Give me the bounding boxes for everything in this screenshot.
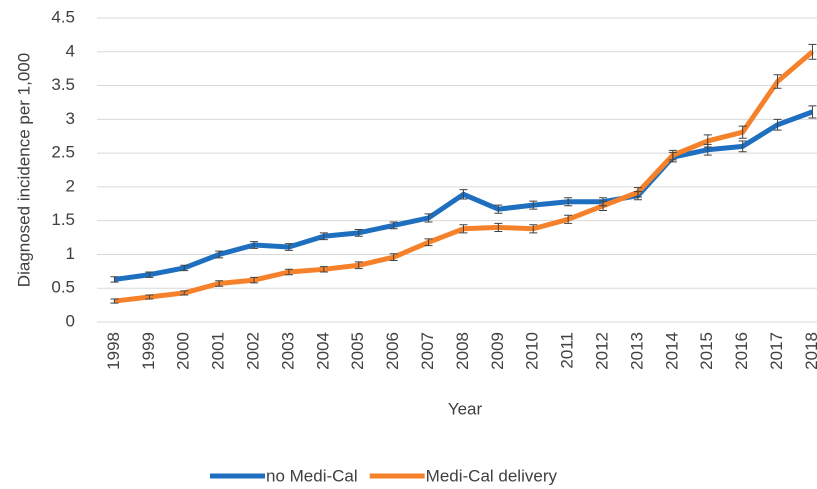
- error-bar: [633, 187, 642, 198]
- error-bar: [494, 204, 503, 214]
- error-bar: [738, 125, 747, 139]
- legend-label: no Medi-Cal: [266, 466, 358, 485]
- error-bar: [564, 214, 573, 224]
- error-bar: [564, 197, 573, 207]
- error-bar: [145, 294, 154, 300]
- y-tick-label: 1: [66, 244, 75, 263]
- error-bar: [703, 134, 712, 148]
- x-axis-label: Year: [448, 399, 483, 418]
- x-tick-label: 1999: [139, 332, 158, 370]
- x-tick-label: 2014: [662, 332, 681, 370]
- x-tick-label: 2003: [278, 332, 297, 370]
- y-tick-label: 3.5: [51, 75, 75, 94]
- error-bar: [319, 232, 328, 241]
- x-tick-label: 2004: [313, 332, 332, 370]
- error-bar: [529, 200, 538, 210]
- error-bar: [459, 224, 468, 234]
- x-tick-label: 2016: [732, 332, 751, 370]
- error-bar: [215, 250, 224, 259]
- error-bar: [110, 276, 119, 283]
- error-bar: [808, 105, 817, 119]
- x-tick-label: 2017: [767, 332, 786, 370]
- error-bar: [459, 189, 468, 200]
- error-bar: [180, 264, 189, 272]
- x-tick-label: 2005: [348, 332, 367, 370]
- error-bar: [180, 290, 189, 296]
- y-tick-label: 2: [66, 176, 75, 195]
- error-bar: [354, 261, 363, 270]
- x-tick-label: 2011: [558, 332, 577, 369]
- y-tick-label: 4.5: [51, 7, 75, 26]
- x-tick-label: 2009: [488, 332, 507, 370]
- x-tick-label: 2008: [453, 332, 472, 370]
- y-tick-label: 4: [66, 41, 75, 60]
- y-tick-label: 3: [66, 109, 75, 128]
- error-bar: [424, 213, 433, 223]
- x-tick-label: 2018: [802, 332, 817, 370]
- series-line: [114, 49, 815, 304]
- error-bar: [773, 74, 782, 89]
- x-tick-label: 2002: [244, 332, 263, 370]
- error-bar: [145, 271, 154, 278]
- error-bar: [250, 276, 259, 284]
- x-tick-label: 2000: [174, 332, 193, 370]
- x-tick-label: 2006: [383, 332, 402, 370]
- x-tick-label: 2007: [418, 332, 437, 370]
- error-bar: [773, 118, 782, 131]
- x-tick-label: 2015: [697, 332, 716, 370]
- y-tick-label: 0: [66, 311, 75, 330]
- error-bar: [110, 298, 119, 304]
- error-bar: [599, 200, 608, 212]
- x-tick-label: 2013: [627, 332, 646, 370]
- error-bar: [668, 149, 677, 161]
- x-tick-label: 2001: [209, 332, 228, 370]
- error-bar: [284, 243, 293, 251]
- error-bar: [738, 140, 747, 153]
- y-tick-label: 0.5: [51, 278, 75, 297]
- y-tick-label: 2.5: [51, 143, 75, 162]
- error-bar: [494, 222, 503, 232]
- error-bar: [389, 253, 398, 262]
- error-bar: [389, 221, 398, 230]
- y-axis-label: Diagnosed incidence per 1,000: [14, 53, 33, 287]
- x-tick-label: 1998: [104, 332, 123, 370]
- error-bar: [424, 238, 433, 247]
- error-bar: [215, 280, 224, 287]
- error-bar: [354, 228, 363, 237]
- x-tick-label: 2010: [523, 332, 542, 370]
- error-bar: [250, 241, 259, 249]
- legend-label: Medi-Cal delivery: [426, 466, 558, 485]
- error-bar: [284, 268, 293, 276]
- error-bar: [529, 224, 538, 234]
- error-bar: [319, 266, 328, 273]
- y-tick-label: 1.5: [51, 210, 75, 229]
- x-tick-label: 2012: [593, 332, 612, 370]
- error-bar: [808, 43, 817, 60]
